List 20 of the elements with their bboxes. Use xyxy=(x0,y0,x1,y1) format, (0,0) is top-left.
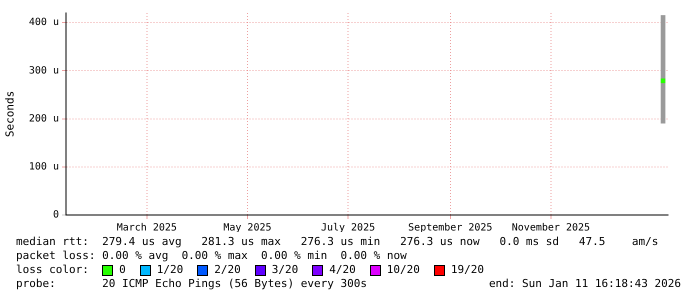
legend-label: 3/20 xyxy=(272,263,298,277)
legend-label: 10/20 xyxy=(386,263,420,277)
x-tick-label: November 2025 xyxy=(512,222,590,234)
legend-title: loss color: xyxy=(16,263,90,277)
legend-label: 19/20 xyxy=(450,263,484,277)
y-tick-label: 300 u xyxy=(28,65,59,76)
legend-label: 0 xyxy=(119,263,126,277)
legend-label: 4/20 xyxy=(329,263,356,277)
y-tick-label: 400 u xyxy=(28,17,59,28)
y-tick-label: 0 xyxy=(52,210,59,221)
y-tick-label: 200 u xyxy=(28,113,59,124)
y-axis-title: Seconds xyxy=(3,90,16,138)
y-tick-label: 100 u xyxy=(28,162,59,172)
text: median rtt: 279.4 us avg 281.3 us max 276.3 us min 276.3 us now 0.0 ms sd 47.5 am/s xyxy=(16,235,658,249)
text: probe: 20 ICMP Echo Pings (56 Bytes) every 300s xyxy=(16,277,367,291)
x-tick-label: March 2025 xyxy=(116,222,177,234)
text: packet loss: 0.00 % avg 0.00 % max 0.00 % min 0.00 % now xyxy=(16,249,407,263)
text: end: Sun Jan 11 16:18:43 2026 xyxy=(488,277,681,291)
legend-label: 1/20 xyxy=(156,263,184,277)
legend-label: 2/20 xyxy=(214,263,241,277)
